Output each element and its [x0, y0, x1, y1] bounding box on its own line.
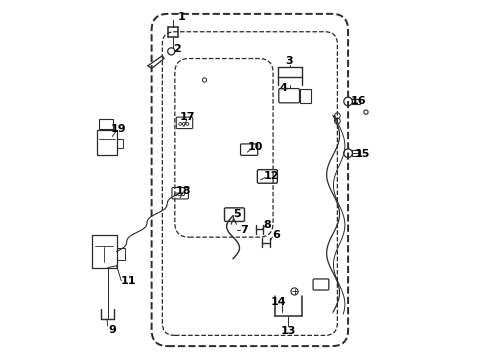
- Text: 2: 2: [172, 44, 180, 54]
- Text: 15: 15: [354, 149, 369, 159]
- Text: 8: 8: [264, 220, 271, 230]
- Text: 14: 14: [270, 297, 285, 307]
- Text: 10: 10: [247, 142, 263, 152]
- Bar: [351, 150, 359, 156]
- Text: 1: 1: [178, 12, 185, 22]
- Text: 19: 19: [111, 124, 126, 134]
- Text: 16: 16: [350, 96, 366, 106]
- Text: 3: 3: [285, 57, 292, 66]
- Text: 18: 18: [176, 186, 191, 197]
- Bar: [299, 89, 310, 103]
- Text: 12: 12: [263, 171, 279, 181]
- Bar: [91, 235, 116, 267]
- Bar: [117, 248, 125, 260]
- Text: 13: 13: [280, 326, 295, 336]
- Bar: [117, 139, 123, 148]
- Text: 9: 9: [108, 325, 116, 335]
- Bar: [99, 118, 113, 129]
- Text: 11: 11: [121, 276, 136, 286]
- Text: 5: 5: [233, 208, 241, 219]
- Text: 4: 4: [279, 83, 287, 93]
- Text: 17: 17: [179, 112, 195, 122]
- Bar: [97, 130, 117, 155]
- Text: 6: 6: [272, 230, 280, 240]
- Text: 7: 7: [240, 225, 248, 235]
- Bar: [351, 99, 359, 104]
